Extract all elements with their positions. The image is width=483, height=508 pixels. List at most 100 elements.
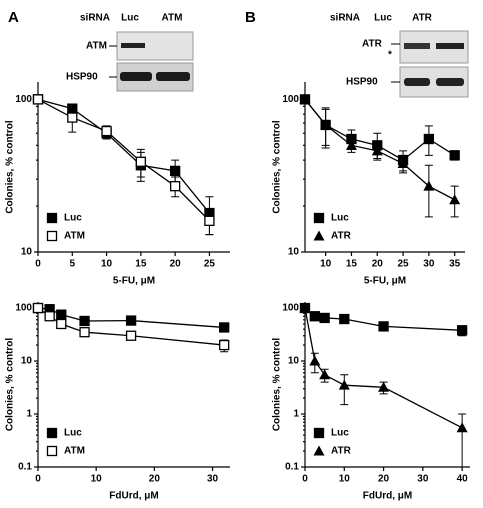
marker [309, 311, 320, 322]
y-tick-label: 10 [288, 247, 300, 258]
marker [44, 311, 55, 322]
legend-marker [46, 427, 58, 439]
legend-marker [313, 230, 325, 241]
blot-row-label: ATR [362, 39, 383, 50]
series-line [37, 98, 210, 222]
marker [204, 215, 215, 226]
blot-band [436, 43, 464, 49]
marker [371, 145, 383, 156]
error-bar [340, 374, 349, 406]
y-tick-label: 100 [282, 94, 299, 105]
y-axis-label: Colonies, % control [5, 120, 16, 214]
marker [319, 312, 330, 324]
y-axis-label: Colonies, % control [272, 338, 283, 432]
marker [449, 150, 460, 161]
marker [125, 315, 137, 326]
lane-label: Luc [374, 13, 392, 24]
panel-label: B [245, 9, 256, 26]
y-tick-label: 100 [15, 94, 32, 105]
marker [56, 318, 67, 330]
blot-header: siRNA [330, 13, 360, 24]
x-tick-label: 10 [91, 474, 103, 485]
y-axis-label: Colonies, % control [5, 338, 16, 432]
legend-marker [46, 445, 58, 457]
y-tick-label: 1 [26, 409, 32, 420]
x-tick-label: 25 [398, 259, 410, 270]
x-tick-label: 10 [320, 259, 332, 270]
marker [449, 194, 461, 205]
blot-note: * [388, 50, 392, 61]
blot-band [120, 72, 152, 81]
marker [135, 156, 147, 167]
blot-row-label: HSP90 [346, 77, 378, 88]
x-tick-label: 30 [423, 259, 435, 270]
marker [169, 165, 181, 177]
x-axis-label: FdUrd, μM [109, 491, 158, 502]
marker [79, 315, 90, 327]
marker [169, 181, 181, 192]
marker [456, 325, 468, 336]
marker [125, 330, 137, 341]
x-tick-label: 30 [417, 474, 429, 485]
marker [456, 422, 468, 433]
marker [397, 158, 409, 169]
x-tick-label: 25 [204, 259, 216, 270]
legend-label: Luc [331, 428, 349, 439]
blot-header: siRNA [80, 13, 110, 24]
y-tick-label: 0.1 [18, 462, 32, 473]
marker [67, 112, 78, 123]
y-axis-label: Colonies, % control [272, 120, 283, 214]
error-bar [424, 164, 433, 218]
marker [320, 119, 332, 130]
x-tick-label: 10 [339, 474, 351, 485]
y-tick-label: 10 [288, 356, 300, 367]
blot-band [121, 43, 145, 48]
x-tick-label: 40 [457, 474, 469, 485]
y-tick-label: 100 [282, 303, 299, 314]
x-axis-label: 5-FU, μM [364, 276, 406, 287]
lane-label: Luc [121, 13, 139, 24]
legend-label: ATR [331, 446, 352, 457]
blot-band [404, 78, 430, 86]
x-tick-label: 0 [35, 474, 41, 485]
marker [423, 180, 435, 191]
blot-row-label: HSP90 [66, 72, 98, 83]
y-tick-label: 10 [21, 247, 33, 258]
legend-marker [313, 427, 325, 439]
x-axis-label: 5-FU, μM [113, 276, 155, 287]
legend-label: ATM [64, 231, 85, 242]
legend-label: Luc [64, 428, 82, 439]
panel-label: A [8, 9, 19, 26]
series-line [37, 98, 210, 214]
marker [219, 322, 230, 333]
error-bar [458, 413, 467, 468]
blot-band [404, 43, 430, 49]
x-tick-label: 15 [135, 259, 147, 270]
x-tick-label: 0 [302, 474, 308, 485]
marker [338, 379, 350, 390]
x-tick-label: 10 [101, 259, 113, 270]
y-tick-label: 0.1 [285, 462, 299, 473]
marker [299, 93, 311, 104]
marker [219, 339, 230, 351]
x-tick-label: 20 [372, 259, 384, 270]
blot-band [156, 72, 190, 81]
series-line [304, 307, 463, 429]
y-tick-label: 100 [15, 303, 32, 314]
marker [339, 313, 350, 325]
blot-row-label: ATM [86, 41, 107, 52]
legend-label: Luc [64, 213, 82, 224]
legend-label: ATM [64, 446, 85, 457]
y-tick-label: 1 [293, 409, 299, 420]
legend-label: ATR [331, 231, 352, 242]
marker [32, 302, 44, 314]
x-tick-label: 15 [346, 259, 358, 270]
marker [345, 139, 357, 150]
x-tick-label: 5 [70, 259, 76, 270]
x-tick-label: 0 [35, 259, 41, 270]
x-tick-label: 30 [207, 474, 219, 485]
marker [319, 369, 331, 380]
marker [32, 94, 44, 105]
marker [56, 309, 67, 320]
